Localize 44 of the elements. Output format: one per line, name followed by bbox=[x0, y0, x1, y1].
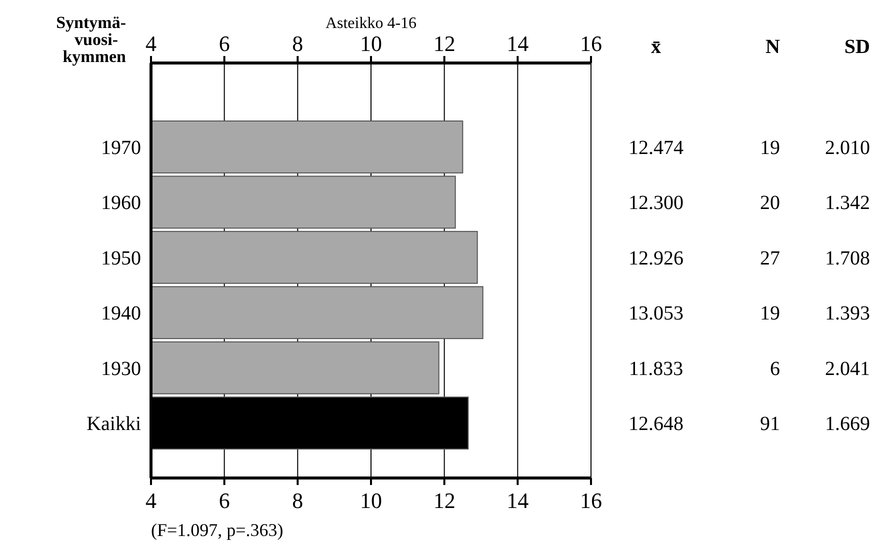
y-axis-title: Syntymä- vuosi- kymmen bbox=[56, 13, 127, 66]
text: 12.300 bbox=[628, 192, 684, 214]
text: 1.393 bbox=[825, 302, 870, 325]
text: 2.041 bbox=[825, 358, 870, 380]
y-tick-label: 1970 bbox=[101, 136, 141, 159]
text: 27 bbox=[760, 247, 780, 270]
x2-tick-label: 4 bbox=[146, 31, 156, 56]
x-tick-label: 4 bbox=[146, 488, 156, 513]
x-tick-label: 16 bbox=[580, 488, 602, 513]
x2-tick-label: 12 bbox=[433, 31, 456, 56]
x2-tick-label: 10 bbox=[360, 31, 382, 56]
text: 1.342 bbox=[825, 192, 870, 214]
y-tick-label: 1950 bbox=[101, 247, 141, 270]
text: 12.648 bbox=[628, 413, 684, 436]
text: 19 bbox=[760, 136, 780, 159]
text: 13.053 bbox=[628, 302, 684, 325]
text: 2.010 bbox=[825, 136, 870, 159]
y-tick-label: 1940 bbox=[101, 302, 141, 325]
text: 12.474 bbox=[628, 136, 684, 159]
x-tick-label: 12 bbox=[433, 488, 456, 513]
text: 20 bbox=[760, 192, 780, 214]
text: x̄ bbox=[651, 36, 661, 58]
chart-title: Asteikko 4-16 bbox=[325, 15, 417, 32]
x2-tick-label: 8 bbox=[292, 31, 304, 56]
text: N bbox=[766, 36, 781, 58]
x2-tick-label: 6 bbox=[218, 31, 230, 56]
text: (F=1.097, p=.363) bbox=[151, 520, 284, 540]
x-tick-label: 6 bbox=[218, 488, 230, 513]
x2-tick-label: 14 bbox=[506, 31, 529, 56]
text: SD bbox=[844, 36, 870, 58]
text: 91 bbox=[760, 413, 780, 436]
x-tick-label: 14 bbox=[506, 488, 529, 513]
x-tick-label: 8 bbox=[292, 488, 304, 513]
text: 11.833 bbox=[628, 358, 684, 380]
x-tick-label: 10 bbox=[360, 488, 382, 513]
text: 19 bbox=[760, 302, 780, 325]
text: 12.926 bbox=[628, 247, 684, 270]
text: 1.669 bbox=[825, 413, 870, 436]
text: 1.708 bbox=[825, 247, 870, 270]
y-tick-label: Kaikki bbox=[86, 413, 142, 436]
y-tick-label: 1930 bbox=[101, 358, 141, 380]
text: 6 bbox=[770, 358, 780, 380]
y-tick-label: 1960 bbox=[101, 192, 141, 214]
x2-tick-label: 16 bbox=[580, 31, 602, 56]
